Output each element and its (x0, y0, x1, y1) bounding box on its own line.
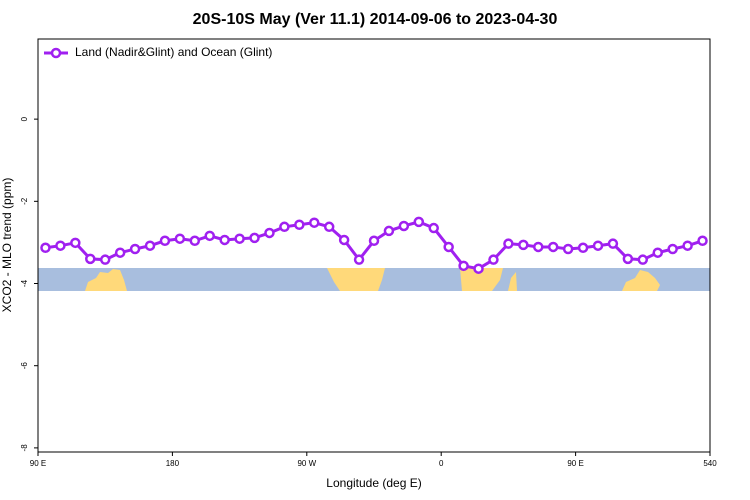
point (55, 240, 66, 251)
legend-label: Land (Nadir&Glint) and Ocean (Glint) (75, 45, 272, 59)
y-tick-label: -4 (20, 279, 29, 287)
point (294, 219, 305, 230)
point (204, 230, 215, 242)
point (309, 217, 320, 228)
map-band (38, 268, 710, 291)
point (383, 225, 395, 237)
point (473, 263, 484, 274)
point (637, 254, 649, 265)
point (174, 233, 186, 244)
point (458, 260, 469, 272)
x-tick-label: 180 (166, 459, 180, 468)
land (85, 269, 127, 291)
point (592, 240, 604, 251)
point (667, 243, 678, 255)
point (249, 232, 260, 244)
point (518, 239, 529, 251)
y-axis-label: XCO2 - MLO trend (ppm) (0, 178, 14, 313)
point (219, 234, 230, 246)
point (488, 254, 499, 265)
point (40, 242, 51, 254)
land (508, 272, 517, 291)
point (682, 240, 693, 251)
x-tick-label: 90 E (567, 459, 583, 468)
chart-title: 20S-10S May (Ver 11.1) 2014-09-06 to 202… (193, 11, 558, 28)
point (503, 238, 514, 249)
plot-frame (37, 38, 711, 453)
point (114, 247, 126, 258)
point (353, 254, 365, 265)
point (697, 235, 708, 247)
legend-marker (50, 47, 62, 59)
point (398, 220, 410, 232)
point (159, 235, 171, 247)
x-tick-label: 90 E (30, 459, 46, 468)
x-tick-label: 540 (703, 459, 717, 468)
point (622, 253, 634, 265)
point (607, 238, 619, 249)
point (70, 237, 81, 249)
point (413, 216, 425, 228)
x-axis-label: Longitude (deg E) (326, 476, 421, 490)
y-tick-label: -6 (20, 362, 29, 370)
point (85, 253, 96, 265)
point (144, 240, 156, 251)
point (189, 235, 201, 247)
y-tick-label: 0 (20, 116, 29, 121)
point (577, 242, 589, 254)
point (533, 241, 544, 253)
point (652, 247, 663, 258)
point (129, 243, 141, 255)
point (338, 234, 350, 246)
x-tick-label: 90 W (297, 459, 316, 468)
point (368, 235, 380, 247)
point (443, 241, 454, 253)
point (264, 227, 275, 239)
land (460, 268, 503, 291)
point (562, 243, 574, 255)
land (327, 268, 385, 291)
x-tick-label: 0 (439, 459, 444, 468)
y-tick-label: -2 (20, 197, 29, 205)
point (99, 254, 111, 265)
land (622, 270, 660, 291)
point (428, 222, 439, 234)
point (323, 221, 335, 233)
point (279, 221, 290, 233)
point (234, 233, 245, 244)
point (547, 241, 559, 253)
y-tick-label: -8 (20, 444, 29, 452)
